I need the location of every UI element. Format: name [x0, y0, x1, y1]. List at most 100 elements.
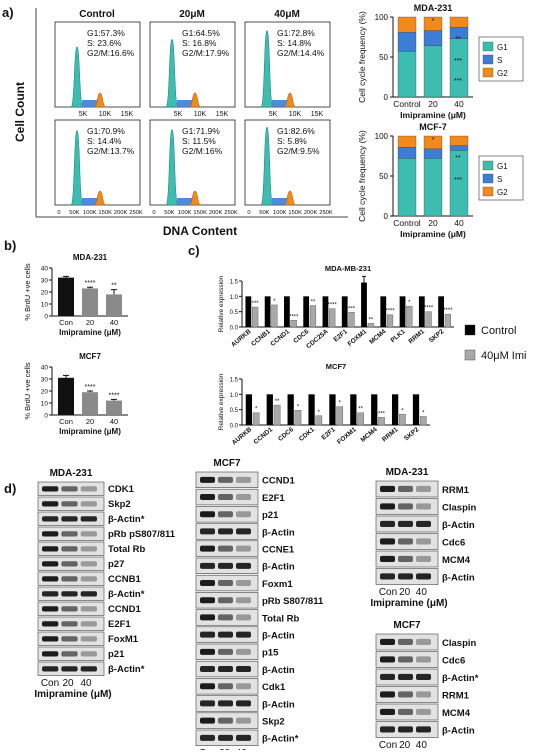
- stack-bar-S: [397, 32, 417, 52]
- expr-bar-control: [391, 394, 399, 425]
- blot-band: [61, 636, 78, 642]
- stack-legend-swatch: [482, 41, 494, 52]
- blot-band: [218, 666, 233, 673]
- stack-annotation: **: [455, 36, 461, 43]
- histogram-tick: 15K: [311, 111, 324, 118]
- histogram-tick: 15K: [216, 111, 229, 118]
- blot-band: [42, 636, 59, 642]
- blot-band: [218, 562, 233, 569]
- expr-bar-imi: [271, 304, 278, 328]
- histogram-stat: G1:82.6%: [277, 126, 315, 136]
- s-phase-area: [272, 198, 288, 205]
- g2m-peak: [93, 92, 107, 108]
- expr-significance: **: [311, 300, 316, 306]
- expr-bar-control: [245, 394, 253, 425]
- blot-lane-label: Con: [41, 678, 59, 689]
- blot-band: [236, 700, 251, 707]
- expr-category: FOXM1: [347, 328, 369, 348]
- brdu-bar: [58, 277, 74, 316]
- blot-label: Cdc6: [442, 537, 465, 548]
- expr-significance: *: [339, 401, 342, 407]
- blot-label: β-Actin*: [108, 664, 145, 675]
- expr-legend-label: 40μM Imi: [481, 350, 526, 362]
- blot-band: [236, 666, 251, 673]
- histogram-tick: 10K: [289, 111, 302, 118]
- expr-significance: *: [255, 407, 258, 413]
- histogram-tick: 0: [247, 210, 250, 216]
- stack-legend-swatch: [482, 160, 494, 171]
- expr-category: SKP2: [428, 328, 446, 345]
- blot-label: p15: [262, 648, 279, 659]
- stack-xlabel: Imipramine (μM): [400, 229, 466, 239]
- blot-band: [80, 546, 97, 552]
- histogram-stat: G1:72.8%: [277, 28, 315, 38]
- s-phase-area: [82, 100, 98, 107]
- blot-label: p27: [108, 559, 124, 570]
- blot-band: [80, 606, 97, 612]
- g2m-peak: [93, 190, 107, 206]
- expr-category: CDK1: [298, 426, 316, 443]
- blot-label: CCNE1: [262, 544, 295, 555]
- blot-label: Cdk1: [262, 682, 286, 693]
- blot-band: [200, 528, 215, 535]
- blot-band: [42, 546, 59, 552]
- blot-band: [200, 683, 215, 690]
- blot-band: [218, 700, 233, 707]
- brdu-category: 40: [110, 318, 118, 327]
- histogram-tick: 250K: [224, 210, 238, 216]
- stack-category: Control: [393, 218, 421, 228]
- stack-bar-G2: [397, 135, 417, 148]
- blot-band: [380, 638, 395, 646]
- blot-band: [380, 555, 395, 563]
- blot-band: [380, 520, 395, 528]
- blot-label: β-Actin*: [108, 514, 145, 525]
- brdu-category: 20: [86, 417, 94, 426]
- blot-xlabel: Imipramine (μM): [370, 598, 447, 609]
- histogram-tick: 5K: [269, 111, 278, 118]
- blot-title: MCF7: [393, 620, 421, 631]
- stack-bar-S: [423, 148, 443, 159]
- g2m-peak: [188, 190, 202, 206]
- expr-bar-control: [322, 296, 329, 327]
- blot-band: [218, 648, 233, 655]
- blot-band: [200, 545, 215, 552]
- blot-band: [218, 528, 233, 535]
- stack-category: 40: [454, 99, 464, 109]
- expr-legend-label: Control: [481, 325, 516, 337]
- stack-legend-label: G2: [497, 69, 508, 78]
- expr-bar-imi: [294, 410, 302, 426]
- expr-significance: ***: [378, 411, 386, 417]
- histogram-tick: 50K: [69, 210, 79, 216]
- blot-label: p21: [262, 510, 279, 521]
- blot-band: [380, 656, 395, 663]
- histogram-tick: 250K: [319, 210, 333, 216]
- blot-band: [398, 656, 413, 663]
- expr-significance: ***: [252, 301, 260, 307]
- stack-category: 20: [428, 99, 438, 109]
- expr-category: CCND1: [269, 328, 291, 348]
- expr-y-tick-label: 1.5: [230, 280, 239, 286]
- stack-bar-G2: [449, 135, 469, 146]
- histogram-frame: [54, 21, 141, 108]
- stack-legend-swatch: [482, 186, 494, 197]
- blot-band: [200, 614, 215, 621]
- expr-bar-control: [266, 394, 273, 425]
- brdu-category: 20: [86, 318, 94, 327]
- histogram-stat: G2/M:14.4%: [277, 48, 325, 58]
- g2m-peak: [188, 92, 202, 108]
- brdu-y-tick-label: 40: [41, 266, 49, 273]
- blot-label: E2F1: [108, 619, 131, 630]
- histogram-tick: 0: [152, 210, 155, 216]
- blot-band: [200, 562, 215, 569]
- stack-category: 20: [428, 218, 438, 228]
- histogram-tick: 250K: [129, 210, 143, 216]
- blot-band: [236, 614, 251, 621]
- blot-label: E2F1: [262, 493, 285, 504]
- histogram-stat: S: 11.5%: [182, 136, 216, 146]
- blot-band: [236, 717, 251, 724]
- histogram-stat: S: 14.8%: [277, 38, 312, 48]
- expr-bar-control: [245, 296, 252, 327]
- blot-label: β-Actin: [262, 699, 295, 710]
- blot-band: [42, 486, 59, 492]
